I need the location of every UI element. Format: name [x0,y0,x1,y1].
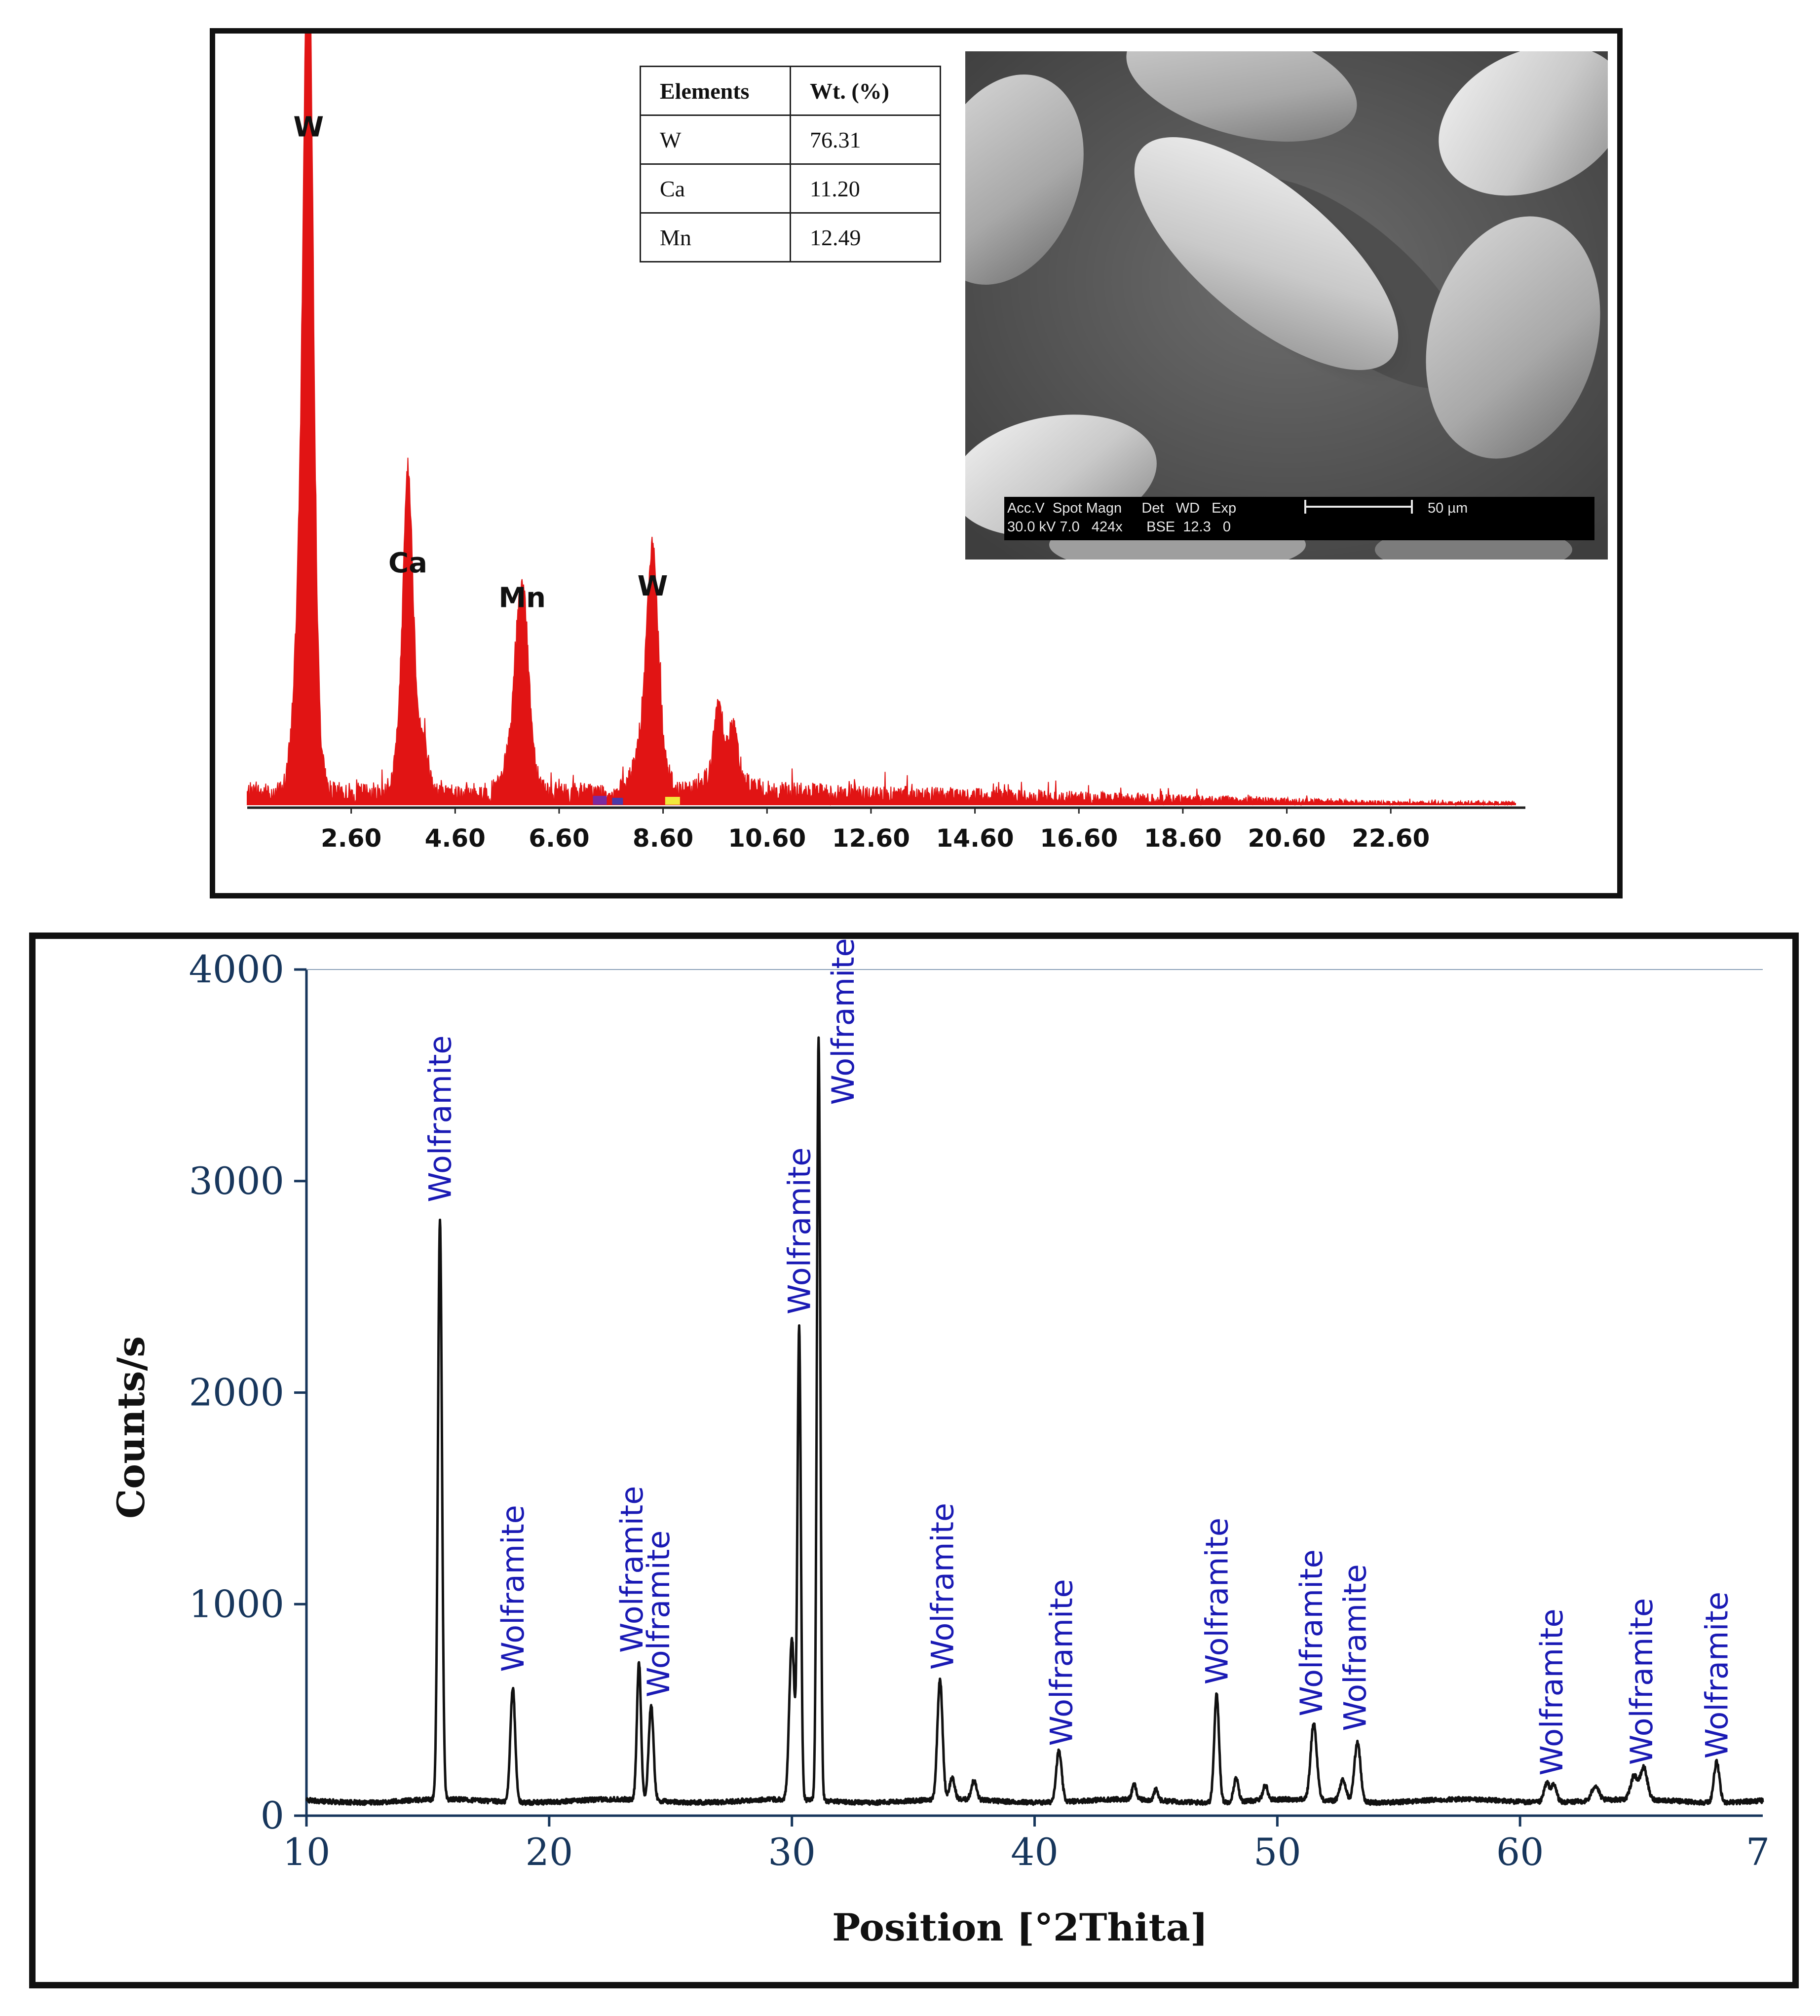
y-tick-label: 3000 [189,1159,284,1203]
eds-peak-label: Ca [388,547,427,579]
eds-tick-label: 4.60 [425,824,486,853]
y-tick-label: 1000 [189,1582,284,1626]
eds-peak-label: Mn [498,582,546,614]
eds-spectrum-chart: 2.60 4.60 6.60 8.60 10.60 12.60 14.60 16.60 18.6… [247,34,1525,853]
eds-peak-label: W [293,111,324,143]
weight-cell: 12.49 [790,212,941,262]
sem-scale-bar [1304,500,1413,514]
peak-annotation: Wolframite [1624,1598,1660,1765]
y-tick-label: 2000 [189,1371,284,1415]
column-header-elements: Elements [640,66,791,116]
composition-header-row: Elements Wt. (%) [640,66,941,116]
eds-tick-label: 18.60 [1144,824,1222,853]
eds-plot-area [247,34,1516,807]
eds-spectrum-trace [247,34,1516,807]
x-tick-label: 60 [1496,1830,1544,1874]
xrd-pattern-chart: 0 1000 2000 3000 4000 10 20 30 40 50 60 7 Wolframit… [109,939,1770,1949]
element-cell: Ca [640,163,791,214]
table-row: Mn 12.49 [640,212,941,262]
x-tick-label: 10 [283,1830,331,1874]
eds-x-axis: 2.60 4.60 6.60 8.60 10.60 12.60 14.60 16.60 18.6… [247,806,1525,853]
x-tick-label: 7 [1746,1830,1770,1874]
peak-annotation: Wolframite [781,1148,817,1314]
sem-scale-label: 50 µm [1428,500,1468,516]
weight-cell: 76.31 [790,114,941,165]
eds-tick-label: 10.60 [728,824,806,853]
sem-info-bar: Acc.V Spot Magn Det WD Exp 30.0 kV 7.0 4… [1004,497,1594,540]
eds-marker [593,796,607,805]
x-tick-label: 40 [1011,1830,1059,1874]
sem-info-row-1: Acc.V Spot Magn Det WD Exp [1007,500,1237,516]
peak-annotation: Wolframite [614,1486,650,1653]
eds-tick-label: 22.60 [1352,824,1430,853]
element-cell: Mn [640,212,791,262]
table-row: W 76.31 [640,114,941,165]
eds-peak-label: W [638,570,668,602]
xrd-trace [305,1036,1764,1806]
x-axis-label: Position [°2Thita] [832,1905,1208,1949]
eds-panel: 2.60 4.60 6.60 8.60 10.60 12.60 14.60 16.60 18.6… [210,20,1627,898]
eds-peak-labels: W Ca Mn W [293,111,668,614]
x-tick-label: 20 [525,1830,573,1874]
y-tick-label: 4000 [189,947,284,991]
y-tick-label: 0 [261,1793,284,1837]
sem-info-row-2: 30.0 kV 7.0 424x BSE 12.3 0 [1007,519,1231,535]
table-row: Ca 11.20 [640,163,941,214]
weight-cell: 11.20 [790,163,941,214]
eds-tick-label: 14.60 [936,824,1014,853]
x-tick-label: 50 [1253,1830,1301,1874]
xrd-plot-area [305,1036,1764,1806]
eds-tick-label: 2.60 [321,824,381,853]
peak-annotation: Wolframite [1199,1518,1235,1684]
peak-annotation: Wolframite [1044,1579,1080,1746]
peak-annotation: Wolframite [825,939,861,1105]
peak-annotation: Wolframite [641,1531,677,1697]
eds-marker [612,798,623,805]
eds-marker [665,797,680,805]
eds-tick-label: 16.60 [1040,824,1118,853]
eds-tick-label: 20.60 [1248,824,1326,853]
x-tick-label: 30 [768,1830,816,1874]
sem-micrograph: Acc.V Spot Magn Det WD Exp 30.0 kV 7.0 4… [926,20,1627,574]
y-axis-label: Counts/s [109,1336,153,1519]
eds-tick-label: 8.60 [633,824,693,853]
peak-annotation: Wolframite [1337,1564,1373,1731]
xrd-panel: 0 1000 2000 3000 4000 10 20 30 40 50 60 7 Wolframit… [29,933,1799,1988]
composition-table: Elements Wt. (%) W 76.31 Ca 11.20 Mn 12.… [640,66,941,262]
peak-annotation: Wolframite [925,1503,961,1670]
peak-annotation: Wolframite [1534,1608,1570,1775]
element-cell: W [640,114,791,165]
peak-annotation: Wolframite [1293,1549,1329,1716]
peak-annotation: Wolframite [422,1035,458,1202]
column-header-weight: Wt. (%) [790,66,941,116]
peak-annotation: Wolframite [495,1505,531,1672]
xrd-axes: 0 1000 2000 3000 4000 10 20 30 40 50 60 7 [189,947,1770,1874]
peak-annotation: Wolframite [1699,1592,1735,1758]
eds-tick-label: 12.60 [832,824,910,853]
eds-tick-label: 6.60 [529,824,589,853]
sem-particles-image [926,20,1627,574]
